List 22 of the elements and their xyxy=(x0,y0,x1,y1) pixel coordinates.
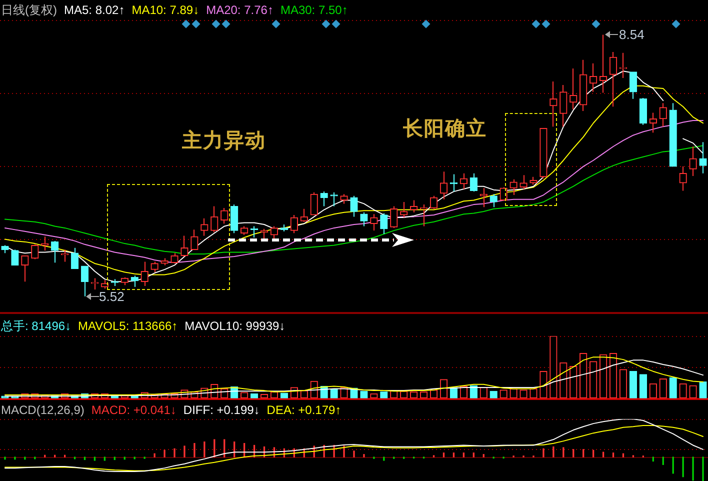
chart-title: MACD(12,26,9) xyxy=(1,402,84,418)
text: MAVOL10: 99939↓ xyxy=(184,318,286,334)
text: MAVOL5: 113666↑ xyxy=(78,318,178,334)
text: MA5: 8.02↑ xyxy=(64,2,125,18)
annotation: 8.54 xyxy=(619,27,644,42)
text: MA20: 7.76↑ xyxy=(206,2,274,18)
text: MA10: 7.89↓ xyxy=(132,2,200,18)
bar xyxy=(639,374,648,398)
annotation: 长阳确立 xyxy=(403,116,487,140)
annotation: 主力异动 xyxy=(182,128,266,152)
chart-title: 日线(复权) xyxy=(1,2,57,18)
bar xyxy=(669,377,677,398)
text: 总手: 81496↓ xyxy=(1,318,72,334)
bar xyxy=(629,371,638,398)
text: MA30: 7.50↑ xyxy=(280,2,348,18)
candlestick xyxy=(619,52,628,78)
annotation: 5.52 xyxy=(99,289,124,304)
text: DIFF: +0.199↓ xyxy=(183,402,260,418)
text: MACD: +0.041↓ xyxy=(91,402,176,418)
bar xyxy=(699,382,707,398)
candlestick xyxy=(599,34,608,93)
text: DEA: +0.179↑ xyxy=(266,402,342,418)
